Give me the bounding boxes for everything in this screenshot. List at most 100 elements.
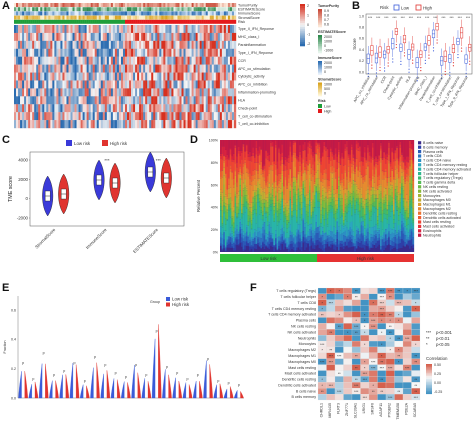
- heatmap-color-scale: 210-1-2: [300, 4, 310, 47]
- bar-segment: [359, 198, 361, 203]
- bar-segment: [289, 146, 292, 152]
- heatmap-cell: [217, 88, 221, 97]
- heatmap-cell: [48, 56, 51, 65]
- legend-tick: Low: [324, 104, 331, 108]
- bar-segment: [273, 160, 276, 162]
- bar-segment: [354, 184, 356, 193]
- outlier-point: [412, 59, 414, 61]
- heatmap-cell: [24, 120, 27, 129]
- heatmap-cell: [64, 112, 67, 121]
- heatmap-cell: [157, 72, 160, 81]
- heatmap-cell: [227, 64, 231, 73]
- bar-segment: [262, 189, 264, 192]
- annotation-cell: [149, 15, 152, 20]
- bar-segment: [402, 171, 405, 177]
- bar-segment: [239, 227, 242, 230]
- bar-segment: [241, 140, 243, 151]
- bar-segment: [279, 234, 282, 238]
- heatmap-cell: [145, 96, 148, 105]
- heatmap-cell: [141, 64, 144, 73]
- heatmap-cell: [155, 96, 158, 105]
- bar-segment: [308, 190, 311, 194]
- bar-segment: [392, 140, 395, 154]
- bar-segment: [289, 230, 292, 236]
- bar-segment: [278, 248, 280, 252]
- bar-segment: [384, 202, 387, 209]
- legend-label: B cells memory: [423, 145, 448, 149]
- bar-segment: [313, 245, 316, 250]
- heatmap-cell: [187, 80, 190, 89]
- heatmap-cell: [125, 32, 128, 42]
- bar-segment: [295, 250, 298, 252]
- bar-segment: [394, 243, 397, 248]
- heatmap-cell: [127, 40, 130, 49]
- heatmap-cell: [58, 72, 61, 81]
- outlier-point: [436, 39, 438, 41]
- heatmap-cell: [157, 112, 160, 121]
- bar-segment: [401, 140, 403, 153]
- bar-segment: [412, 228, 415, 233]
- bar-segment: [339, 241, 342, 244]
- heatmap-cell: [38, 64, 41, 73]
- bar-segment: [220, 237, 222, 244]
- annotation-cell: [163, 7, 166, 12]
- bar-segment: [320, 204, 322, 211]
- bar-segment: [220, 189, 222, 193]
- annotation-cell: [207, 11, 210, 16]
- heatmap-cell: [187, 56, 190, 65]
- bar-segment: [239, 150, 242, 156]
- bar-segment: [371, 169, 374, 176]
- bar-segment: [350, 144, 353, 147]
- heatmap-cell: [98, 25, 101, 34]
- bar-segment: [294, 236, 297, 244]
- heatmap-cell: [18, 32, 21, 42]
- annotation-cell: [26, 15, 29, 20]
- bar-segment: [305, 170, 308, 175]
- bar-segment: [360, 222, 363, 226]
- bar-segment: [249, 215, 251, 219]
- bar-segment: [245, 231, 248, 237]
- heatmap-cell: [173, 56, 176, 65]
- bar-segment: [378, 240, 381, 245]
- annotation-cell: [127, 11, 130, 16]
- bar-segment: [278, 140, 280, 148]
- bar-segment: [318, 187, 321, 191]
- heatmap-cell: [141, 120, 144, 129]
- heatmap-cell: [155, 48, 158, 57]
- heatmap-cell: [151, 32, 154, 42]
- heatmap-cell: [179, 25, 182, 34]
- legend-tick: 500: [324, 87, 330, 91]
- bar-segment: [409, 213, 411, 216]
- heatmap-cell: [221, 48, 225, 57]
- bar-segment: [299, 145, 301, 152]
- bar-segment: [368, 227, 371, 234]
- heatmap-cell: [205, 40, 208, 49]
- bar-segment: [276, 221, 279, 226]
- heatmap-cell: [66, 96, 69, 105]
- heatmap-cell: [34, 120, 37, 129]
- heatmap-cell: [177, 88, 180, 97]
- heatmap-cell: [165, 64, 168, 73]
- annotation-cell: [104, 11, 108, 16]
- heatmap-cell: [116, 56, 120, 65]
- heatmap-cell: [149, 40, 152, 49]
- bar-segment: [342, 213, 345, 214]
- heatmap-cell: [155, 104, 158, 113]
- bar-segment: [388, 244, 390, 252]
- bar-segment: [384, 177, 387, 189]
- heatmap-cell: [155, 72, 158, 81]
- bar-segment: [388, 224, 390, 232]
- annotation-cell: [169, 15, 172, 20]
- bar-segment: [328, 241, 331, 247]
- bar-segment: [252, 218, 255, 234]
- outlier-point: [416, 80, 418, 82]
- legend-swatch: [418, 220, 422, 224]
- annotation-cell: [74, 7, 77, 12]
- bar-segment: [294, 142, 297, 153]
- bar-segment: [323, 145, 326, 150]
- annotation-cell: [205, 11, 208, 16]
- heatmap-cell: [80, 96, 83, 105]
- legend-label: High: [423, 5, 433, 10]
- bar-segment: [302, 242, 305, 252]
- bar-segment: [394, 235, 397, 238]
